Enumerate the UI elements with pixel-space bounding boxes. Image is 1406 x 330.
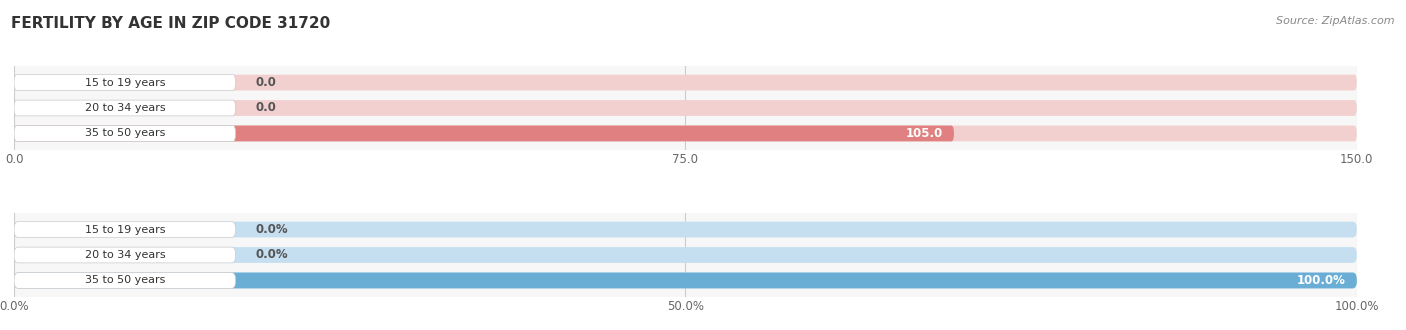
Text: 15 to 19 years: 15 to 19 years <box>84 224 165 235</box>
FancyBboxPatch shape <box>14 75 1357 90</box>
FancyBboxPatch shape <box>14 222 1357 238</box>
Text: Source: ZipAtlas.com: Source: ZipAtlas.com <box>1277 16 1395 26</box>
FancyBboxPatch shape <box>14 125 1357 141</box>
FancyBboxPatch shape <box>14 247 1357 263</box>
Text: 35 to 50 years: 35 to 50 years <box>84 128 165 139</box>
Text: 20 to 34 years: 20 to 34 years <box>84 103 165 113</box>
Text: 100.0%: 100.0% <box>1298 274 1346 287</box>
Text: FERTILITY BY AGE IN ZIP CODE 31720: FERTILITY BY AGE IN ZIP CODE 31720 <box>11 16 330 31</box>
Text: 105.0: 105.0 <box>905 127 943 140</box>
FancyBboxPatch shape <box>14 100 236 116</box>
FancyBboxPatch shape <box>14 125 236 141</box>
Text: 0.0%: 0.0% <box>256 248 288 261</box>
FancyBboxPatch shape <box>14 100 1357 116</box>
Text: 35 to 50 years: 35 to 50 years <box>84 276 165 285</box>
FancyBboxPatch shape <box>14 247 236 263</box>
Text: 0.0%: 0.0% <box>256 223 288 236</box>
FancyBboxPatch shape <box>14 222 236 238</box>
FancyBboxPatch shape <box>14 273 1357 288</box>
Text: 0.0: 0.0 <box>256 102 277 115</box>
FancyBboxPatch shape <box>14 125 953 141</box>
FancyBboxPatch shape <box>14 75 236 90</box>
Text: 0.0: 0.0 <box>256 76 277 89</box>
Text: 15 to 19 years: 15 to 19 years <box>84 78 165 87</box>
FancyBboxPatch shape <box>14 273 236 288</box>
Text: 20 to 34 years: 20 to 34 years <box>84 250 165 260</box>
FancyBboxPatch shape <box>14 273 1357 288</box>
